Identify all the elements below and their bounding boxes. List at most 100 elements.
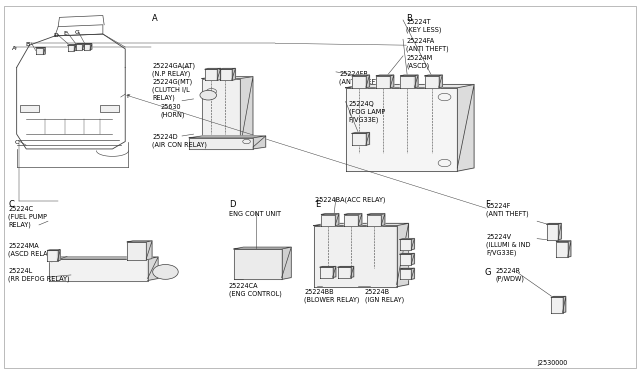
Polygon shape: [127, 242, 147, 260]
Text: 25224Q
(FOG LAMP
F/VG33E): 25224Q (FOG LAMP F/VG33E): [349, 101, 385, 123]
Polygon shape: [551, 296, 566, 297]
Text: G: G: [484, 267, 492, 276]
Polygon shape: [376, 75, 394, 76]
Text: 25224M
(ASCD): 25224M (ASCD): [406, 55, 433, 69]
Polygon shape: [401, 75, 418, 76]
Polygon shape: [90, 44, 92, 49]
Polygon shape: [36, 47, 45, 48]
Polygon shape: [240, 77, 253, 149]
Polygon shape: [220, 69, 232, 80]
Polygon shape: [202, 78, 240, 149]
Polygon shape: [346, 88, 458, 171]
Polygon shape: [314, 223, 408, 226]
Polygon shape: [351, 266, 354, 278]
Polygon shape: [49, 257, 158, 259]
Polygon shape: [127, 241, 152, 242]
Polygon shape: [205, 68, 221, 69]
Text: 25224GA(AT)
(N.P RELAY)
25224G(MT)
(CLUTCH I/L
RELAY): 25224GA(AT) (N.P RELAY) 25224G(MT) (CLUT…: [152, 63, 195, 102]
Polygon shape: [367, 215, 381, 226]
Polygon shape: [568, 241, 571, 257]
Text: 25224L
(RR DEFOG RELAY): 25224L (RR DEFOG RELAY): [8, 267, 70, 282]
Circle shape: [200, 90, 216, 100]
Polygon shape: [400, 239, 412, 250]
Text: 25224FA
(ANTI THEFT): 25224FA (ANTI THEFT): [406, 38, 449, 52]
Bar: [100, 105, 119, 112]
Polygon shape: [344, 215, 358, 226]
Polygon shape: [84, 44, 90, 49]
Text: 25224BB
(BLOWER RELAY): 25224BB (BLOWER RELAY): [304, 289, 360, 303]
Polygon shape: [352, 75, 369, 76]
Text: F: F: [484, 200, 490, 209]
Polygon shape: [346, 84, 474, 88]
Polygon shape: [321, 215, 335, 226]
Polygon shape: [338, 266, 354, 267]
Polygon shape: [148, 257, 158, 280]
Polygon shape: [234, 249, 282, 279]
Polygon shape: [401, 76, 415, 88]
Polygon shape: [36, 48, 44, 54]
Polygon shape: [202, 77, 253, 78]
Polygon shape: [415, 75, 418, 88]
Text: G: G: [74, 31, 79, 35]
Polygon shape: [44, 47, 45, 54]
Polygon shape: [412, 268, 415, 279]
Polygon shape: [381, 214, 385, 226]
Polygon shape: [400, 254, 412, 264]
Polygon shape: [358, 214, 362, 226]
Text: 25224F
(ANTI THEFT): 25224F (ANTI THEFT): [486, 203, 529, 217]
Polygon shape: [551, 297, 563, 313]
Polygon shape: [366, 75, 369, 88]
Text: 25224R
(P/WDW): 25224R (P/WDW): [495, 268, 525, 282]
Polygon shape: [352, 76, 366, 88]
Polygon shape: [425, 75, 442, 76]
Polygon shape: [47, 250, 58, 261]
Polygon shape: [556, 241, 568, 257]
Text: C: C: [15, 140, 19, 145]
Polygon shape: [352, 134, 366, 145]
Polygon shape: [439, 75, 442, 88]
Text: 25224V
(ILLUMI & IND
F/VG33E): 25224V (ILLUMI & IND F/VG33E): [486, 234, 531, 256]
Polygon shape: [234, 247, 291, 249]
Polygon shape: [83, 44, 84, 49]
Polygon shape: [400, 253, 415, 254]
Polygon shape: [333, 266, 336, 278]
Text: A: A: [12, 46, 17, 51]
Polygon shape: [205, 69, 217, 80]
Polygon shape: [344, 214, 362, 215]
Polygon shape: [220, 68, 236, 69]
Polygon shape: [49, 259, 148, 280]
Polygon shape: [189, 138, 253, 149]
Text: D: D: [53, 33, 58, 38]
Polygon shape: [74, 45, 76, 51]
Polygon shape: [400, 269, 412, 279]
Polygon shape: [189, 136, 266, 138]
Polygon shape: [58, 250, 60, 261]
Text: D: D: [228, 200, 235, 209]
Text: 25224MA
(ASCD RELAY): 25224MA (ASCD RELAY): [8, 243, 54, 257]
Polygon shape: [458, 84, 474, 171]
Text: ENG CONT UNIT: ENG CONT UNIT: [228, 211, 281, 217]
Polygon shape: [320, 267, 333, 278]
Text: J2530000: J2530000: [537, 360, 568, 366]
Polygon shape: [253, 136, 266, 149]
Polygon shape: [76, 44, 83, 49]
Polygon shape: [412, 253, 415, 264]
Text: 25224D
(AIR CON RELAY): 25224D (AIR CON RELAY): [152, 134, 207, 148]
Polygon shape: [320, 266, 336, 267]
Polygon shape: [314, 226, 397, 287]
Text: 25224C
(FUEL PUMP
RELAY): 25224C (FUEL PUMP RELAY): [8, 206, 47, 228]
Polygon shape: [412, 238, 415, 250]
Polygon shape: [217, 68, 221, 80]
Polygon shape: [390, 75, 394, 88]
Text: E: E: [315, 200, 320, 209]
Polygon shape: [547, 224, 558, 240]
Polygon shape: [367, 214, 385, 215]
Polygon shape: [558, 224, 561, 240]
Polygon shape: [400, 238, 415, 239]
Polygon shape: [335, 214, 339, 226]
Polygon shape: [68, 45, 74, 51]
Text: 25630
(HORN): 25630 (HORN): [161, 105, 185, 118]
Circle shape: [153, 264, 178, 279]
Text: 25224BA(ACC RELAY): 25224BA(ACC RELAY): [315, 196, 385, 203]
Text: 25224FB
(ANTI THEFT): 25224FB (ANTI THEFT): [339, 71, 382, 85]
